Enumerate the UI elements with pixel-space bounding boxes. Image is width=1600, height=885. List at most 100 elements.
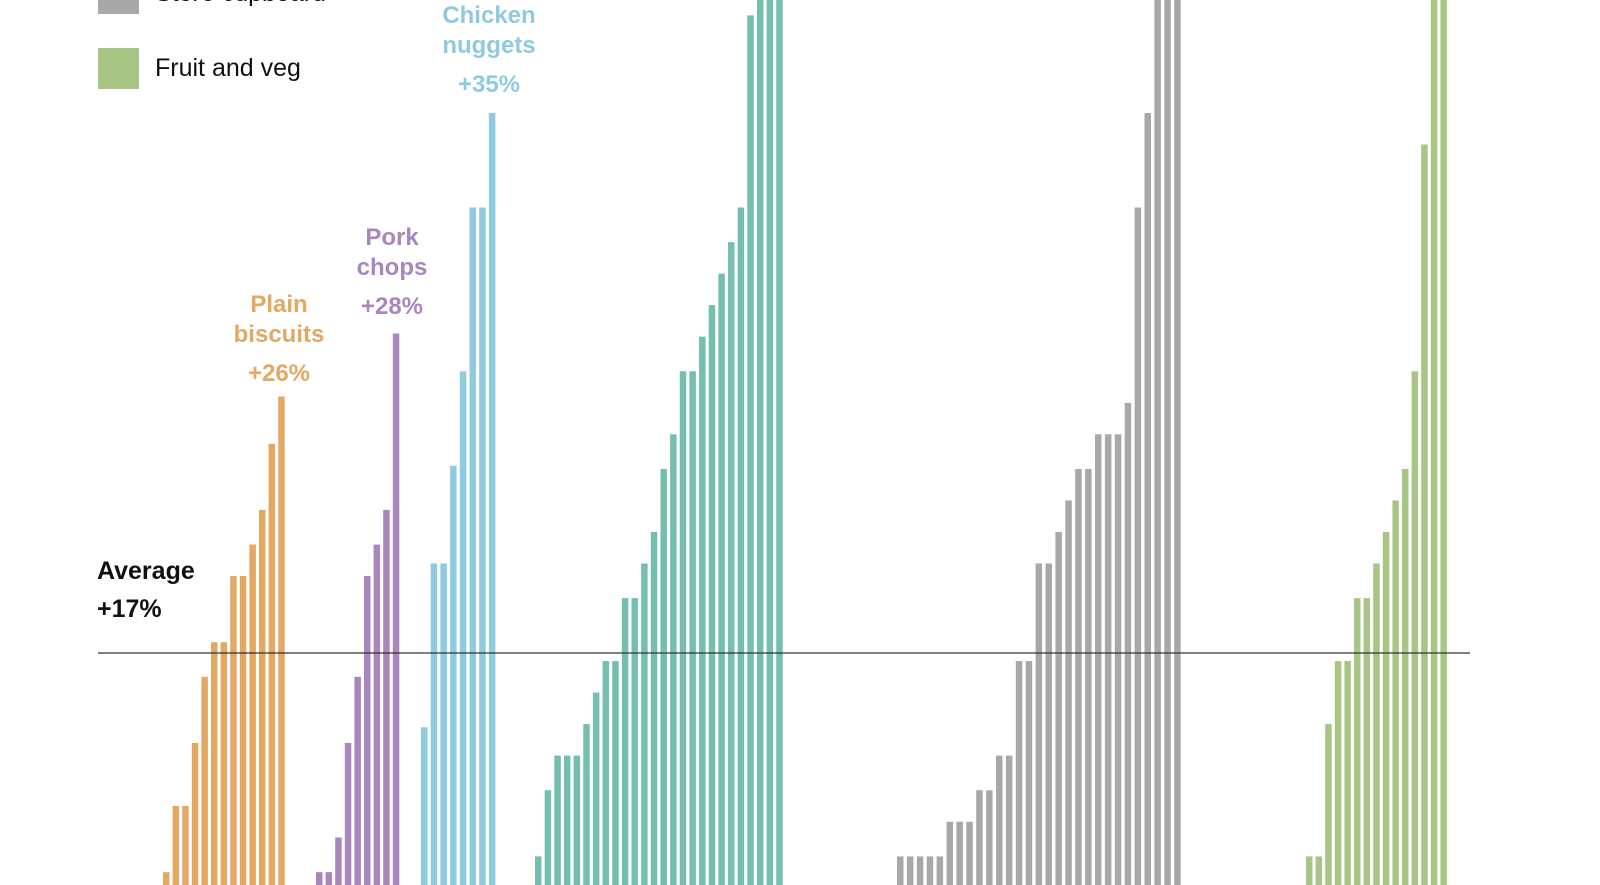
bar-store-cupboard-5: [946, 821, 953, 885]
label-pork-chops: Pork chops +28%: [312, 223, 472, 322]
bar-store-cupboard-21: [1104, 434, 1112, 885]
bar-orange-group-2: [182, 806, 189, 885]
bar-blue-group-2: [440, 563, 447, 885]
label-value: +26%: [247, 360, 311, 387]
bar-purple-group-5: [364, 576, 371, 885]
bar-store-cupboard-13: [1025, 661, 1033, 885]
bar-orange-group-7: [230, 576, 237, 885]
legend-item-fruit-veg: Fruit and veg: [98, 48, 301, 89]
label-value: +35%: [457, 71, 521, 98]
label-line: Plain: [250, 291, 308, 318]
bar-store-cupboard-22: [1114, 434, 1122, 885]
bar-store-cupboard-12: [1015, 661, 1023, 885]
bar-teal-group-8: [612, 661, 619, 885]
bar-fruit-and-veg-5: [1354, 598, 1361, 885]
bar-store-cupboard-16: [1055, 531, 1062, 885]
bar-store-cupboard-1: [906, 856, 914, 885]
bar-store-cupboard-19: [1085, 468, 1092, 885]
bar-fruit-and-veg-2: [1325, 724, 1332, 885]
bar-teal-group-23: [756, 0, 764, 885]
bar-store-cupboard-4: [936, 856, 944, 885]
bar-teal-group-3: [563, 755, 571, 885]
bar-teal-group-4: [573, 755, 581, 885]
bar-orange-group-10: [259, 509, 266, 885]
bar-teal-group-20: [728, 242, 735, 885]
bar-teal-group-21: [737, 207, 745, 885]
legend-item-store-cupboard: Store cupboard: [98, 0, 326, 14]
bar-fruit-and-veg-10: [1402, 468, 1409, 885]
bar-purple-group-4: [354, 676, 361, 885]
bar-teal-group-16: [689, 371, 696, 885]
bar-teal-group-18: [708, 305, 716, 885]
bar-store-cupboard-3: [926, 856, 934, 885]
average-value: +17%: [97, 595, 162, 623]
bar-orange-group-4: [201, 676, 208, 885]
bar-store-cupboard-20: [1095, 434, 1102, 885]
bar-purple-group-1: [325, 872, 333, 885]
bar-purple-group-6: [373, 544, 381, 885]
bar-store-cupboard-25: [1144, 113, 1151, 885]
label-value: +28%: [360, 293, 424, 320]
label-line: biscuits: [233, 321, 325, 348]
bar-blue-group-3: [450, 465, 457, 885]
bar-purple-group-7: [383, 509, 390, 885]
bar-fruit-and-veg-0: [1306, 856, 1313, 885]
bar-teal-group-25: [776, 0, 783, 885]
bar-orange-group-0: [163, 872, 170, 885]
bar-fruit-and-veg-3: [1334, 661, 1342, 885]
legend-label: Store cupboard: [155, 0, 326, 8]
bar-store-cupboard-27: [1164, 0, 1171, 885]
bar-blue-group-0: [421, 727, 428, 885]
bar-blue-group-1: [430, 563, 438, 885]
average-title: Average: [97, 557, 195, 585]
bar-store-cupboard-11: [1005, 755, 1013, 885]
bar-fruit-and-veg-7: [1373, 563, 1380, 885]
label-chicken-nuggets: Chicken nuggets +35%: [409, 1, 569, 100]
legend-swatch: [98, 0, 139, 14]
bar-purple-group-3: [344, 743, 352, 885]
bar-purple-group-2: [335, 837, 342, 885]
bar-teal-group-12: [650, 531, 658, 885]
bar-store-cupboard-24: [1134, 207, 1142, 885]
bar-purple-group-0: [316, 872, 323, 885]
bar-blue-group-5: [469, 207, 476, 885]
legend-swatch: [98, 48, 139, 89]
bar-blue-group-7: [488, 113, 496, 885]
bar-teal-group-5: [583, 724, 590, 885]
label-plain-biscuits: Plain biscuits +26%: [199, 290, 359, 389]
bar-fruit-and-veg-14: [1440, 0, 1447, 885]
bar-teal-group-2: [554, 755, 561, 885]
bar-fruit-and-veg-11: [1411, 371, 1419, 885]
bar-store-cupboard-10: [996, 755, 1003, 885]
bar-teal-group-1: [544, 790, 552, 885]
label-line: Chicken: [442, 2, 536, 29]
bar-store-cupboard-14: [1035, 563, 1043, 885]
legend-label: Fruit and veg: [155, 54, 301, 82]
bar-store-cupboard-7: [966, 821, 973, 885]
bar-teal-group-22: [747, 15, 754, 885]
bar-teal-group-9: [621, 598, 629, 885]
bar-orange-group-5: [211, 642, 218, 885]
bar-store-cupboard-8: [976, 790, 983, 885]
bar-fruit-and-veg-6: [1363, 598, 1371, 885]
bar-orange-group-11: [268, 443, 276, 885]
bar-purple-group-8: [392, 333, 400, 885]
bar-store-cupboard-6: [956, 821, 963, 885]
bar-store-cupboard-23: [1124, 402, 1132, 885]
average-label: Average +17%: [97, 552, 195, 628]
bar-blue-group-6: [479, 207, 486, 885]
bar-teal-group-13: [660, 468, 667, 885]
bar-teal-group-17: [699, 336, 706, 885]
label-line: Pork: [365, 224, 419, 251]
bar-store-cupboard-26: [1154, 0, 1161, 885]
bar-orange-group-8: [239, 576, 247, 885]
bar-fruit-and-veg-4: [1344, 661, 1351, 885]
bars: [163, 0, 1447, 885]
bar-blue-group-4: [459, 371, 467, 885]
bar-teal-group-11: [641, 563, 648, 885]
label-line: chops: [356, 254, 428, 281]
bar-orange-group-6: [220, 642, 228, 885]
bar-orange-group-3: [191, 743, 199, 885]
bar-fruit-and-veg-12: [1421, 144, 1428, 885]
